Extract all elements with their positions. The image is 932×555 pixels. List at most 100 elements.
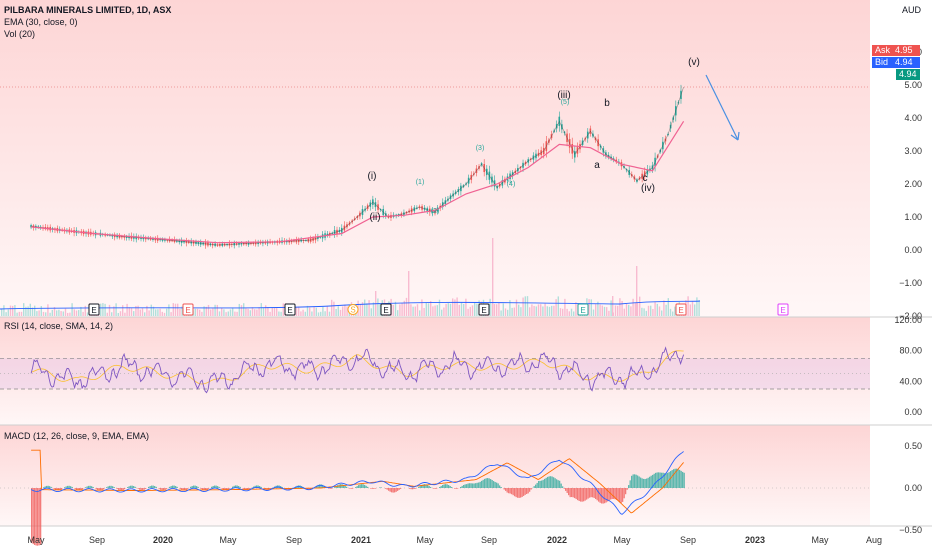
volume-bar [639, 297, 640, 316]
macd-hist-bar [507, 488, 508, 493]
volume-bar [272, 308, 273, 316]
macd-hist-bar [640, 478, 641, 488]
wave-label: (ii) [369, 212, 380, 223]
macd-hist-bar [514, 488, 515, 496]
macd-hist-bar [169, 487, 170, 488]
volume-bar [661, 310, 662, 316]
volume-bar [342, 306, 343, 316]
macd-hist-bar [592, 488, 593, 497]
macd-hist-bar [630, 480, 631, 488]
rsi-label: RSI (14, close, SMA, 14, 2) [4, 321, 113, 331]
volume-bar [558, 296, 559, 316]
volume-bar [463, 304, 464, 316]
volume-bar [170, 312, 171, 316]
volume-bar [318, 312, 319, 316]
macd-hist-bar [619, 488, 620, 502]
volume-bar [672, 312, 673, 316]
volume-bar [338, 306, 339, 316]
volume-bar [311, 311, 312, 316]
volume-bar [456, 297, 457, 316]
volume-bar [397, 310, 398, 316]
volume-bar [245, 308, 246, 316]
macd-hist-bar [633, 474, 634, 488]
macd-hist-bar [477, 483, 478, 488]
volume-bar [250, 310, 251, 316]
volume-bar [443, 308, 444, 316]
volume-bar [243, 303, 244, 316]
volume-bar [155, 309, 156, 316]
volume-bar [278, 312, 279, 316]
macd-hist-bar [523, 488, 524, 496]
volume-bar [467, 309, 468, 316]
macd-hist-bar [130, 486, 131, 488]
macd-hist-bar [133, 486, 134, 488]
volume-bar [505, 308, 506, 316]
macd-hist-bar [390, 488, 391, 492]
macd-hist-bar [355, 487, 356, 488]
volume-bar [555, 299, 556, 316]
volume-bar [430, 301, 431, 316]
macd-hist-bar [618, 488, 619, 501]
macd-hist-bar [568, 488, 569, 495]
price-tick-label: −1.00 [899, 278, 922, 288]
macd-hist-bar [484, 479, 485, 488]
volume-bar [514, 308, 515, 316]
volume-bar [212, 309, 213, 316]
volume-bar [47, 304, 48, 316]
macd-hist-bar [465, 484, 466, 488]
volume-bar [648, 306, 649, 316]
volume-bar [368, 300, 369, 316]
volume-bar [426, 302, 427, 316]
volume-bar [109, 305, 110, 316]
macd-hist-bar [229, 488, 230, 489]
wave-label: a [594, 160, 600, 171]
macd-hist-bar [396, 488, 397, 492]
wave-label: (3) [476, 145, 485, 152]
macd-hist-bar [651, 476, 652, 488]
macd-hist-bar [585, 488, 586, 501]
time-tick-label: Sep [481, 535, 497, 545]
volume-bar [432, 306, 433, 316]
volume-bar [223, 309, 224, 316]
volume-bar [76, 311, 77, 316]
macd-hist-bar [529, 488, 530, 492]
rsi-tick-label: 120.00 [894, 315, 922, 325]
volume-bar [364, 300, 365, 316]
volume-spike [492, 238, 493, 316]
volume-bar [261, 303, 262, 316]
macd-hist-bar [49, 486, 50, 488]
time-tick-label: Sep [286, 535, 302, 545]
volume-bar [236, 312, 237, 316]
macd-hist-bar [622, 488, 623, 502]
macd-hist-bar [111, 486, 112, 488]
volume-bar [575, 302, 576, 316]
volume-bar [687, 296, 688, 316]
macd-hist-bar [531, 488, 532, 490]
macd-hist-bar [85, 487, 86, 488]
volume-bar [122, 305, 123, 316]
earnings-marker: E [678, 306, 683, 315]
macd-hist-bar [649, 477, 650, 488]
macd-hist-bar [165, 488, 166, 490]
macd-hist-bar [562, 486, 563, 488]
macd-hist-bar [54, 488, 55, 489]
volume-bar [305, 312, 306, 316]
macd-hist-bar [505, 488, 506, 491]
macd-hist-bar [570, 488, 571, 497]
volume-bar [151, 305, 152, 316]
volume-bar [283, 303, 284, 316]
volume-bar [263, 308, 264, 316]
macd-hist-bar [594, 488, 595, 498]
volume-bar [157, 309, 158, 316]
volume-bar [619, 298, 620, 316]
macd-tick-label: −0.50 [899, 525, 922, 535]
macd-hist-bar [454, 488, 455, 489]
macd-hist-bar [549, 476, 550, 488]
volume-bar [615, 305, 616, 316]
macd-hist-bar [328, 488, 329, 489]
volume-bar [144, 312, 145, 316]
volume-bar [366, 303, 367, 316]
volume-bar [536, 306, 537, 316]
